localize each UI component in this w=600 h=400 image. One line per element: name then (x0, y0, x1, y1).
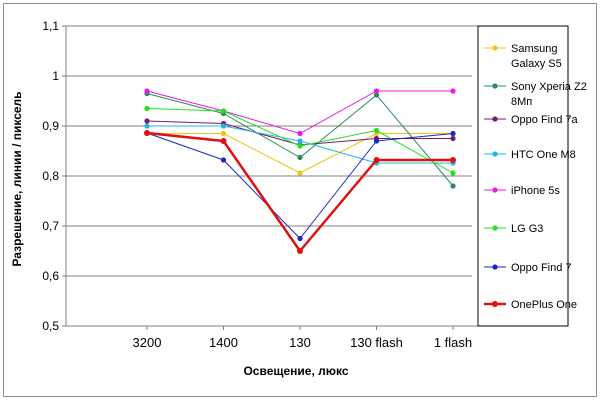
legend-item: Sony Xperia Z2 8Мп (484, 81, 587, 108)
y-tick-label: 0,7 (42, 219, 59, 233)
legend-marker (492, 151, 498, 157)
legend-label: Oppo Find 7a (511, 114, 579, 126)
data-point (450, 170, 456, 176)
data-point (450, 135, 456, 142)
legend-marker (492, 116, 498, 122)
data-point (297, 138, 303, 144)
data-point (373, 88, 380, 94)
data-point (144, 105, 150, 112)
series-7 (144, 130, 456, 254)
y-tick-label: 0,5 (42, 319, 59, 333)
grid-lines (62, 25, 569, 330)
legend-label: iPhone 5s (511, 185, 560, 197)
data-point (144, 88, 150, 94)
data-point (373, 157, 380, 163)
y-tick-label: 0,8 (42, 169, 59, 183)
data-point (297, 130, 303, 137)
legend-item: Samsung Galaxy S5 (484, 43, 562, 70)
data-point (144, 123, 150, 129)
series-4 (144, 88, 456, 137)
data-point (220, 108, 227, 114)
data-point (220, 138, 227, 144)
legend-label: Oppo Find 7 (511, 262, 572, 274)
legend-label: OnePlus One (511, 299, 577, 311)
data-point (450, 88, 456, 94)
data-point (373, 127, 380, 134)
x-axis-label: Освещение, люкс (243, 364, 348, 378)
data-point (297, 143, 303, 149)
legend-label: Galaxy S5 (511, 58, 562, 70)
data-point (220, 130, 227, 137)
y-axis-label: Разрешение, линии / пиксель (10, 91, 24, 266)
y-tick-label: 1,1 (42, 19, 59, 33)
legend-label: Sony Xperia Z2 (511, 81, 587, 93)
data-point (297, 248, 303, 254)
legend-item: Oppo Find 7a (484, 114, 579, 126)
chart-frame: 0,5 0,6 0,7 0,8 0,9 1 1,1 3200 1400 130 130 flash… (3, 3, 597, 397)
legend-item: iPhone 5s (484, 185, 560, 197)
legend-marker (492, 225, 498, 231)
legend-marker (492, 45, 498, 51)
y-tick-label: 0,9 (42, 119, 59, 133)
series-layer (144, 88, 456, 254)
data-point (297, 154, 303, 161)
series-line (146, 90, 453, 134)
data-point (144, 130, 150, 136)
data-point (297, 235, 303, 242)
data-point (220, 123, 227, 129)
x-tick-label: 130 flash (350, 335, 403, 350)
legend-item: HTC One M8 (484, 149, 576, 161)
data-point (297, 170, 303, 176)
series-5 (144, 105, 456, 176)
x-tick-label: 130 (289, 335, 311, 350)
legend-item: Oppo Find 7 (484, 262, 572, 274)
y-tick-label: 0,6 (42, 269, 59, 283)
legend-label: LG G3 (511, 223, 543, 235)
legend-label: HTC One M8 (511, 149, 576, 161)
legend-label: Samsung (511, 43, 557, 55)
y-tick-label: 1 (52, 69, 59, 83)
legend-item: OnePlus One (484, 299, 577, 311)
data-point (373, 138, 380, 144)
data-point (450, 130, 456, 137)
x-tick-label: 3200 (133, 335, 162, 350)
series-line (146, 132, 454, 239)
legend-marker (492, 83, 498, 89)
series-line (146, 131, 453, 253)
data-point (450, 157, 456, 163)
x-tick-labels: 3200 1400 130 130 flash 1 flash (133, 335, 473, 350)
data-point (373, 92, 380, 98)
x-tick-label: 1 flash (434, 335, 472, 350)
data-point (144, 118, 150, 124)
data-point (220, 157, 227, 163)
legend-marker (492, 301, 498, 307)
legend-marker (492, 264, 498, 270)
data-point (450, 183, 456, 189)
line-chart: 0,5 0,6 0,7 0,8 0,9 1 1,1 3200 1400 130 130 flash… (10, 19, 587, 378)
legend-item: LG G3 (484, 223, 543, 235)
y-tick-labels: 0,5 0,6 0,7 0,8 0,9 1 1,1 (42, 19, 59, 333)
legend-box (477, 25, 569, 327)
x-tick-label: 1400 (209, 335, 238, 350)
legend: Samsung Galaxy S5 Sony Xperia Z2 8Мп Oppo Fi… (477, 25, 587, 327)
legend-marker (492, 187, 498, 193)
legend-label: 8Мп (511, 96, 532, 108)
